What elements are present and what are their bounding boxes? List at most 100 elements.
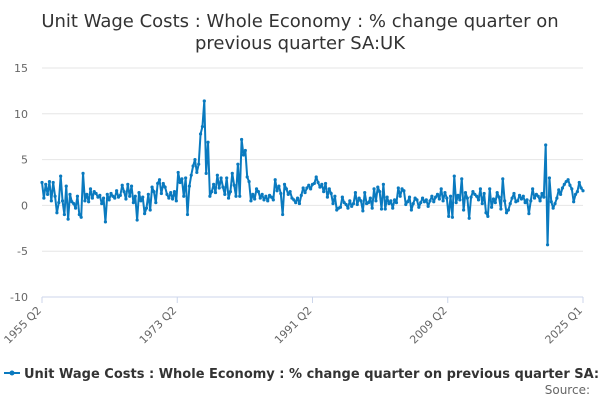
data-point[interactable] xyxy=(447,214,451,218)
data-point[interactable] xyxy=(131,201,136,205)
data-point[interactable] xyxy=(538,199,542,203)
data-point[interactable] xyxy=(519,197,524,201)
data-point[interactable] xyxy=(284,187,288,191)
data-point[interactable] xyxy=(197,162,201,166)
data-point[interactable] xyxy=(133,194,137,198)
data-point[interactable] xyxy=(510,196,514,200)
data-point[interactable] xyxy=(81,171,85,175)
data-point[interactable] xyxy=(536,194,540,198)
data-point[interactable] xyxy=(484,211,488,215)
data-point[interactable] xyxy=(286,192,290,197)
data-point[interactable] xyxy=(49,199,53,203)
data-point[interactable] xyxy=(144,206,149,210)
data-point[interactable] xyxy=(90,196,94,200)
data-point[interactable] xyxy=(434,195,438,199)
data-point[interactable] xyxy=(456,193,460,197)
data-point[interactable] xyxy=(122,190,126,194)
data-point[interactable] xyxy=(210,190,214,194)
data-point[interactable] xyxy=(471,190,475,194)
data-point[interactable] xyxy=(167,196,171,200)
data-point[interactable] xyxy=(359,199,363,203)
series-line[interactable] xyxy=(41,99,584,246)
data-point[interactable] xyxy=(59,174,63,178)
data-point[interactable] xyxy=(398,194,402,198)
data-point[interactable] xyxy=(204,171,208,175)
data-point[interactable] xyxy=(562,182,566,186)
data-point[interactable] xyxy=(221,185,225,189)
data-point[interactable] xyxy=(217,186,221,190)
data-point[interactable] xyxy=(508,201,512,206)
data-point[interactable] xyxy=(486,214,490,218)
data-point[interactable] xyxy=(288,190,292,194)
data-point[interactable] xyxy=(193,158,197,162)
data-point[interactable] xyxy=(165,192,169,197)
data-point[interactable] xyxy=(450,215,455,219)
data-point[interactable] xyxy=(258,196,262,200)
data-point[interactable] xyxy=(277,184,281,188)
data-point[interactable] xyxy=(527,212,531,216)
data-point[interactable] xyxy=(568,183,572,187)
data-point[interactable] xyxy=(557,188,561,192)
data-point[interactable] xyxy=(428,199,432,203)
data-point[interactable] xyxy=(544,143,548,147)
data-point[interactable] xyxy=(228,190,233,194)
data-point[interactable] xyxy=(143,212,147,216)
data-point[interactable] xyxy=(529,199,533,203)
data-point[interactable] xyxy=(392,198,397,202)
data-point[interactable] xyxy=(180,177,184,181)
data-point[interactable] xyxy=(430,194,434,198)
data-point[interactable] xyxy=(148,208,152,212)
data-point[interactable] xyxy=(230,171,234,175)
data-point[interactable] xyxy=(491,197,496,201)
data-point[interactable] xyxy=(346,206,350,210)
data-point[interactable] xyxy=(542,195,546,199)
data-point[interactable] xyxy=(174,199,178,203)
data-point[interactable] xyxy=(206,140,210,144)
data-point[interactable] xyxy=(463,190,468,195)
data-point[interactable] xyxy=(549,200,553,204)
data-point[interactable] xyxy=(532,196,537,200)
data-point[interactable] xyxy=(176,170,180,175)
data-point[interactable] xyxy=(355,202,359,207)
data-point[interactable] xyxy=(555,196,559,200)
data-point[interactable] xyxy=(169,190,173,195)
data-point[interactable] xyxy=(379,207,384,211)
data-point[interactable] xyxy=(79,215,83,219)
data-point[interactable] xyxy=(297,201,302,206)
data-point[interactable] xyxy=(279,191,283,196)
data-point[interactable] xyxy=(409,208,413,212)
data-point[interactable] xyxy=(344,202,348,207)
data-point[interactable] xyxy=(129,184,134,188)
data-point[interactable] xyxy=(150,185,154,189)
data-point[interactable] xyxy=(42,196,46,200)
data-point[interactable] xyxy=(370,206,374,210)
data-point[interactable] xyxy=(523,201,527,205)
data-point[interactable] xyxy=(320,182,324,186)
data-point[interactable] xyxy=(361,209,365,213)
data-point[interactable] xyxy=(581,189,585,193)
data-point[interactable] xyxy=(435,192,440,197)
data-point[interactable] xyxy=(517,193,522,197)
data-point[interactable] xyxy=(531,187,535,191)
data-point[interactable] xyxy=(87,200,91,204)
data-point[interactable] xyxy=(40,180,44,185)
data-point[interactable] xyxy=(126,182,130,186)
data-point[interactable] xyxy=(387,201,391,206)
data-point[interactable] xyxy=(396,186,400,190)
data-point[interactable] xyxy=(366,201,371,205)
data-point[interactable] xyxy=(241,153,246,157)
data-point[interactable] xyxy=(47,179,52,184)
data-point[interactable] xyxy=(579,186,583,190)
data-point[interactable] xyxy=(340,195,344,199)
legend-label[interactable]: Unit Wage Costs : Whole Economy : % chan… xyxy=(24,367,600,382)
data-point[interactable] xyxy=(381,182,385,186)
data-point[interactable] xyxy=(225,176,229,180)
data-point[interactable] xyxy=(448,194,453,198)
data-point[interactable] xyxy=(559,192,563,197)
data-point[interactable] xyxy=(318,185,322,189)
data-point[interactable] xyxy=(236,162,240,166)
data-point[interactable] xyxy=(64,184,68,188)
data-point[interactable] xyxy=(495,190,499,195)
data-point[interactable] xyxy=(88,187,93,191)
data-point[interactable] xyxy=(128,194,132,198)
